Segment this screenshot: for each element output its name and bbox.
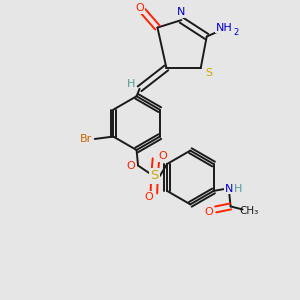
Text: O: O [144, 192, 153, 202]
Text: S: S [150, 169, 159, 182]
Text: O: O [126, 161, 135, 171]
Text: CH₃: CH₃ [239, 206, 258, 216]
Text: O: O [158, 151, 167, 161]
Text: H: H [127, 79, 135, 89]
Text: O: O [205, 207, 214, 218]
Text: NH: NH [216, 22, 233, 33]
Text: Br: Br [80, 134, 92, 144]
Text: N: N [177, 7, 185, 17]
Text: S: S [206, 68, 213, 78]
Text: H: H [234, 184, 242, 194]
Text: 2: 2 [233, 28, 238, 38]
Text: N: N [225, 184, 233, 194]
Text: O: O [135, 3, 144, 13]
